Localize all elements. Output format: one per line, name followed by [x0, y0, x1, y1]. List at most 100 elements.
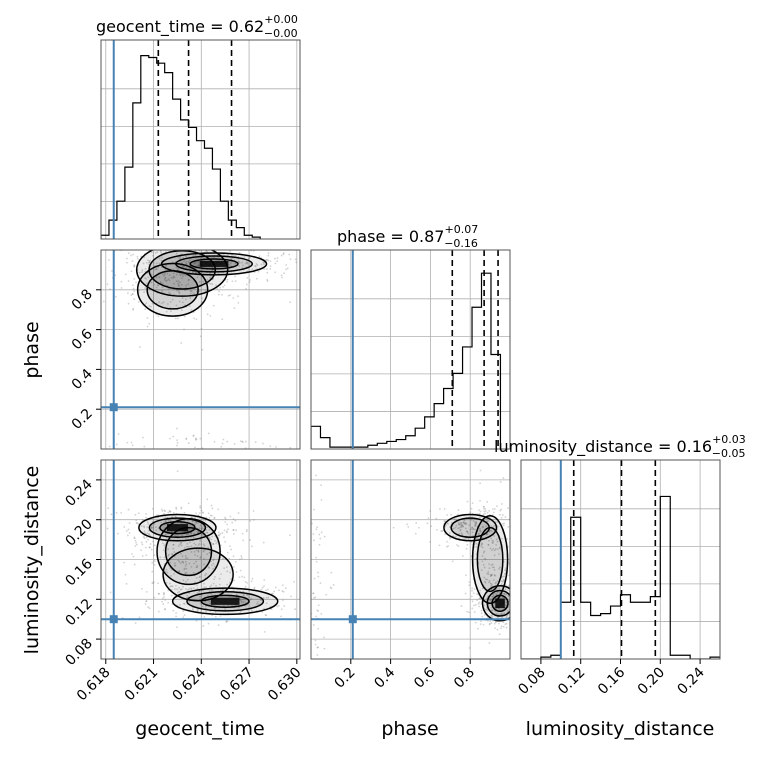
sample-point — [237, 462, 239, 464]
sample-point — [330, 587, 333, 590]
sample-point — [134, 513, 137, 516]
sample-point — [490, 574, 493, 577]
sample-point — [180, 272, 183, 275]
sample-point — [180, 541, 183, 544]
sample-point — [130, 455, 132, 457]
sample-point — [166, 279, 169, 282]
sample-point — [501, 613, 503, 616]
sample-point — [477, 533, 480, 535]
sample-point — [127, 252, 130, 254]
sample-point — [285, 268, 287, 271]
sample-point — [165, 540, 167, 543]
sample-point — [222, 438, 225, 441]
sample-point — [468, 584, 471, 587]
sample-point — [123, 561, 126, 564]
sample-point — [283, 272, 285, 275]
sample-point — [169, 310, 172, 313]
sample-point — [150, 243, 152, 245]
sample-point — [145, 600, 148, 603]
sample-point — [181, 277, 183, 280]
sample-point — [196, 276, 199, 279]
sample-point — [513, 605, 515, 607]
sample-point — [488, 623, 491, 626]
xlabel-luminosity-distance: luminosity_distance — [526, 718, 715, 740]
sample-point — [263, 607, 266, 610]
sample-point — [131, 293, 134, 296]
sample-point — [210, 560, 212, 563]
sample-point — [133, 298, 136, 301]
sample-point — [175, 584, 177, 587]
sample-point — [203, 563, 205, 566]
sample-point — [182, 273, 185, 276]
sample-point — [130, 270, 133, 273]
sample-point — [97, 514, 99, 516]
sample-point — [513, 595, 515, 597]
sample-point — [486, 578, 489, 581]
sample-point — [499, 509, 502, 512]
sample-point — [217, 293, 220, 296]
sample-point — [473, 611, 476, 613]
sample-point — [314, 596, 317, 599]
sample-point — [466, 500, 469, 503]
sample-point — [215, 542, 218, 545]
sample-point — [218, 290, 221, 293]
sample-point — [184, 274, 187, 277]
sample-point — [153, 596, 156, 599]
sample-point — [138, 616, 141, 619]
sample-point — [226, 440, 229, 443]
sample-point — [224, 608, 226, 611]
sample-point — [229, 241, 231, 243]
sample-point — [135, 522, 138, 525]
sample-point — [491, 539, 494, 542]
sample-point — [192, 536, 195, 539]
sample-point — [310, 663, 312, 665]
sample-point — [171, 261, 174, 264]
sample-point — [126, 534, 129, 537]
sample-point — [145, 261, 148, 264]
sample-point — [228, 263, 230, 266]
sample-point — [482, 623, 485, 626]
sample-point — [456, 544, 458, 546]
sample-point — [503, 593, 506, 595]
sample-point — [531, 606, 533, 608]
sample-point — [156, 245, 158, 247]
sample-point — [117, 433, 120, 436]
sample-point — [282, 253, 285, 256]
sample-point — [187, 283, 190, 286]
sample-point — [289, 446, 292, 449]
sample-point — [161, 597, 164, 600]
sample-point — [183, 567, 186, 570]
sample-point — [204, 605, 207, 608]
sample-point — [199, 598, 202, 600]
sample-point — [145, 513, 147, 515]
sample-point — [501, 537, 503, 540]
sample-point — [427, 517, 430, 519]
sample-point — [265, 614, 268, 617]
sample-point — [452, 535, 455, 538]
sample-point — [478, 597, 481, 600]
sample-point — [260, 598, 262, 601]
sample-point — [200, 527, 203, 530]
sample-point — [208, 516, 211, 519]
sample-point — [191, 520, 194, 522]
sample-point — [200, 327, 203, 330]
sample-point — [472, 592, 475, 595]
sample-point — [147, 538, 149, 541]
sample-point — [199, 579, 201, 582]
sample-point — [467, 537, 470, 540]
sample-point — [141, 518, 144, 521]
sample-point — [204, 574, 207, 577]
sample-point — [241, 261, 244, 264]
sample-point — [471, 526, 474, 529]
sample-point — [177, 290, 180, 293]
sample-point — [210, 504, 213, 507]
sample-point — [163, 592, 165, 595]
sample-point — [159, 281, 162, 283]
sample-point — [167, 278, 170, 280]
sample-point — [153, 563, 156, 566]
sample-point — [224, 521, 227, 523]
sample-point — [191, 271, 194, 273]
sample-point — [406, 523, 408, 526]
sample-point — [323, 535, 326, 538]
sample-point — [491, 609, 494, 612]
